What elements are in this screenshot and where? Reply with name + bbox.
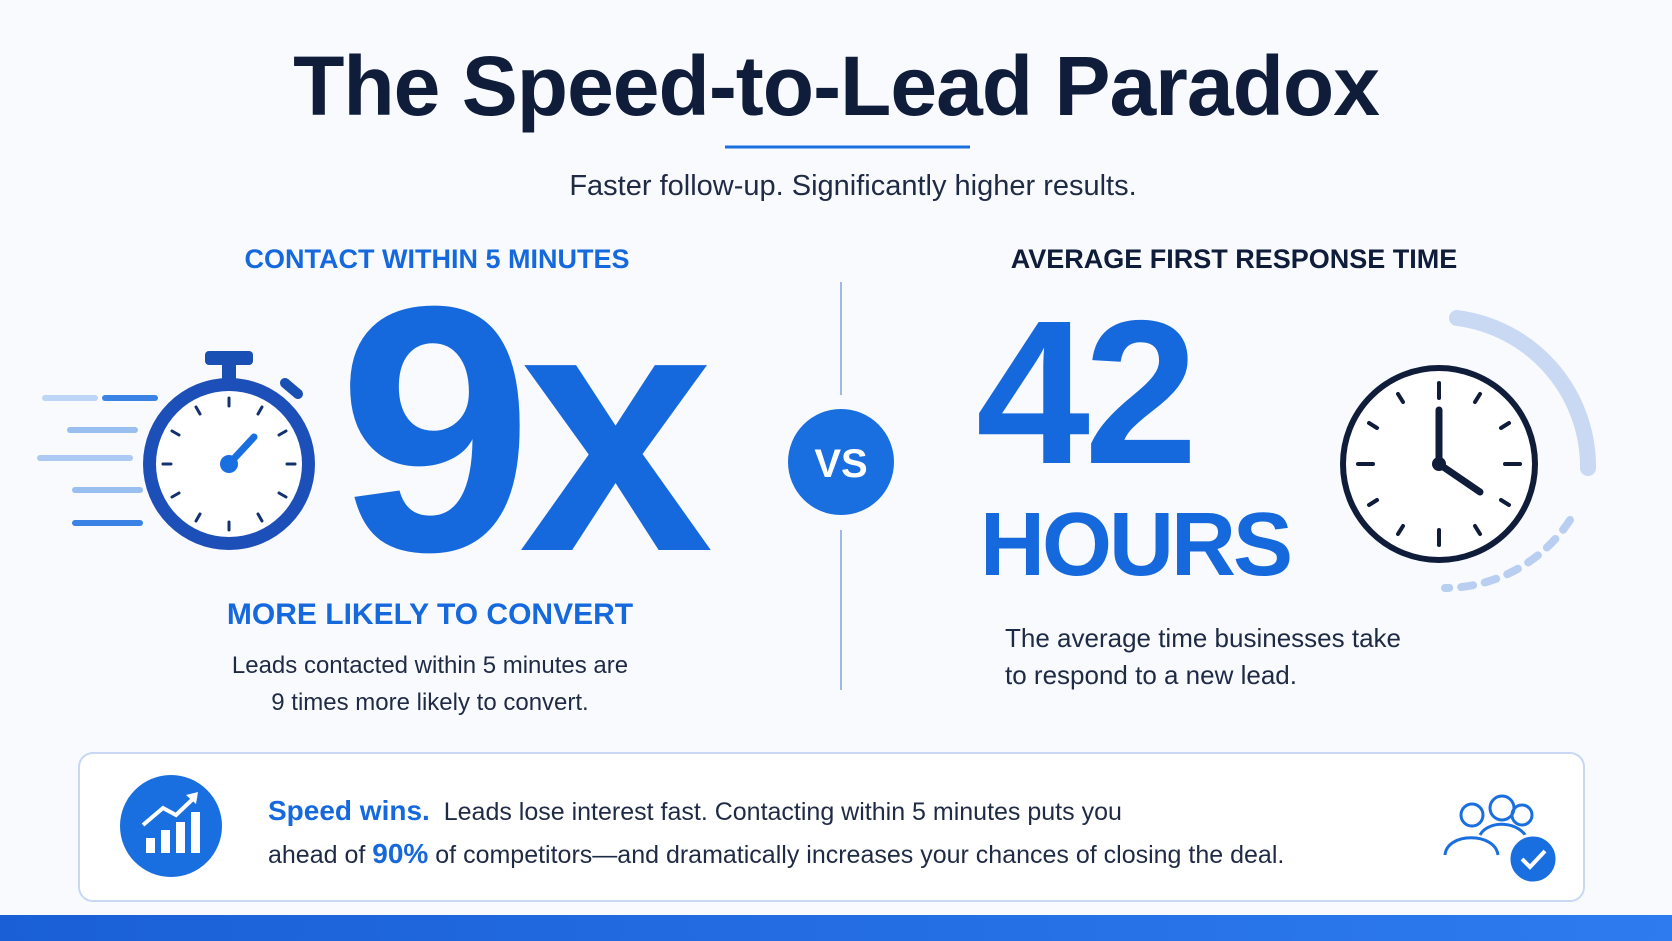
right-unit: HOURS [980, 495, 1293, 595]
callout-box [78, 752, 1585, 902]
people-icon [1443, 794, 1559, 885]
growth-icon [120, 775, 222, 877]
callout-line: ahead of 90% of competitors—and dramatic… [268, 833, 1284, 876]
vs-label: VS [814, 442, 868, 486]
footer-bar [0, 915, 1672, 941]
callout-line: Speed wins. Leads lose interest fast. Co… [268, 790, 1284, 833]
description-line: to respond to a new lead. [1005, 660, 1297, 690]
callout-highlight: 90% [372, 838, 429, 869]
description-line: The average time businesses take [1005, 623, 1401, 653]
description-line: Leads contacted within 5 minutes are [231, 652, 629, 679]
subtitle: Faster follow-up. Significantly higher r… [569, 170, 1137, 202]
callout-text-span: Leads lose interest fast. Contacting wit… [443, 798, 1122, 826]
callout-text-span: ahead of [268, 841, 366, 869]
right-stat: 42 [976, 278, 1198, 507]
left-caption: MORE LIKELY TO CONVERT [226, 598, 634, 631]
right-description: The average time businesses take to resp… [1005, 620, 1401, 694]
left-label: CONTACT WITHIN 5 MINUTES [244, 244, 630, 274]
description-line: 9 times more likely to convert. [271, 689, 589, 716]
callout-text-span: of competitors—and dramatically increase… [435, 841, 1285, 869]
callout-text: Speed wins. Leads lose interest fast. Co… [268, 790, 1284, 876]
clock-icon [1340, 310, 1597, 592]
title: The Speed-to-Lead Paradox [293, 39, 1380, 133]
right-label: AVERAGE FIRST RESPONSE TIME [1010, 244, 1458, 274]
left-description: Leads contacted within 5 minutes are 9 t… [232, 647, 628, 721]
left-stat: 9x [338, 234, 713, 625]
vs-badge [788, 409, 894, 515]
callout-lead: Speed wins. [268, 795, 430, 826]
stopwatch-icon [37, 351, 315, 550]
